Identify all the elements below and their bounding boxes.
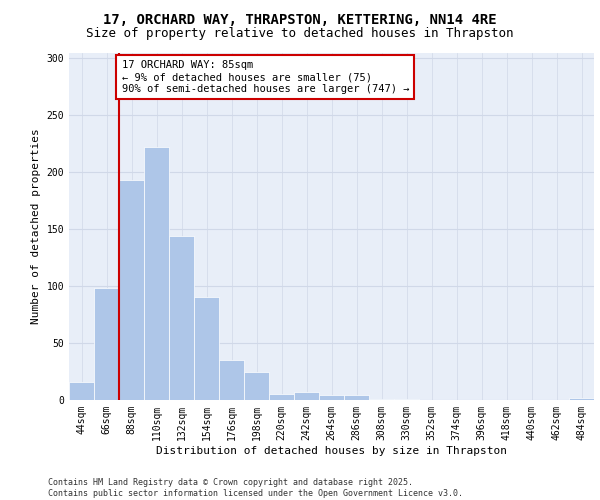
Text: Contains HM Land Registry data © Crown copyright and database right 2025.
Contai: Contains HM Land Registry data © Crown c… bbox=[48, 478, 463, 498]
Bar bbox=[169, 236, 194, 400]
Bar bbox=[294, 392, 319, 400]
Text: 17, ORCHARD WAY, THRAPSTON, KETTERING, NN14 4RE: 17, ORCHARD WAY, THRAPSTON, KETTERING, N… bbox=[103, 12, 497, 26]
Bar bbox=[344, 396, 369, 400]
Y-axis label: Number of detached properties: Number of detached properties bbox=[31, 128, 41, 324]
Bar bbox=[119, 180, 144, 400]
Bar bbox=[319, 396, 344, 400]
Bar bbox=[269, 394, 294, 400]
Bar bbox=[144, 147, 169, 400]
Bar bbox=[244, 372, 269, 400]
X-axis label: Distribution of detached houses by size in Thrapston: Distribution of detached houses by size … bbox=[156, 446, 507, 456]
Text: Size of property relative to detached houses in Thrapston: Size of property relative to detached ho… bbox=[86, 28, 514, 40]
Bar bbox=[94, 288, 119, 400]
Bar bbox=[569, 398, 594, 400]
Bar bbox=[369, 399, 394, 400]
Bar bbox=[394, 399, 419, 400]
Text: 17 ORCHARD WAY: 85sqm
← 9% of detached houses are smaller (75)
90% of semi-detac: 17 ORCHARD WAY: 85sqm ← 9% of detached h… bbox=[121, 60, 409, 94]
Bar bbox=[69, 382, 94, 400]
Bar bbox=[219, 360, 244, 400]
Bar bbox=[194, 298, 219, 400]
